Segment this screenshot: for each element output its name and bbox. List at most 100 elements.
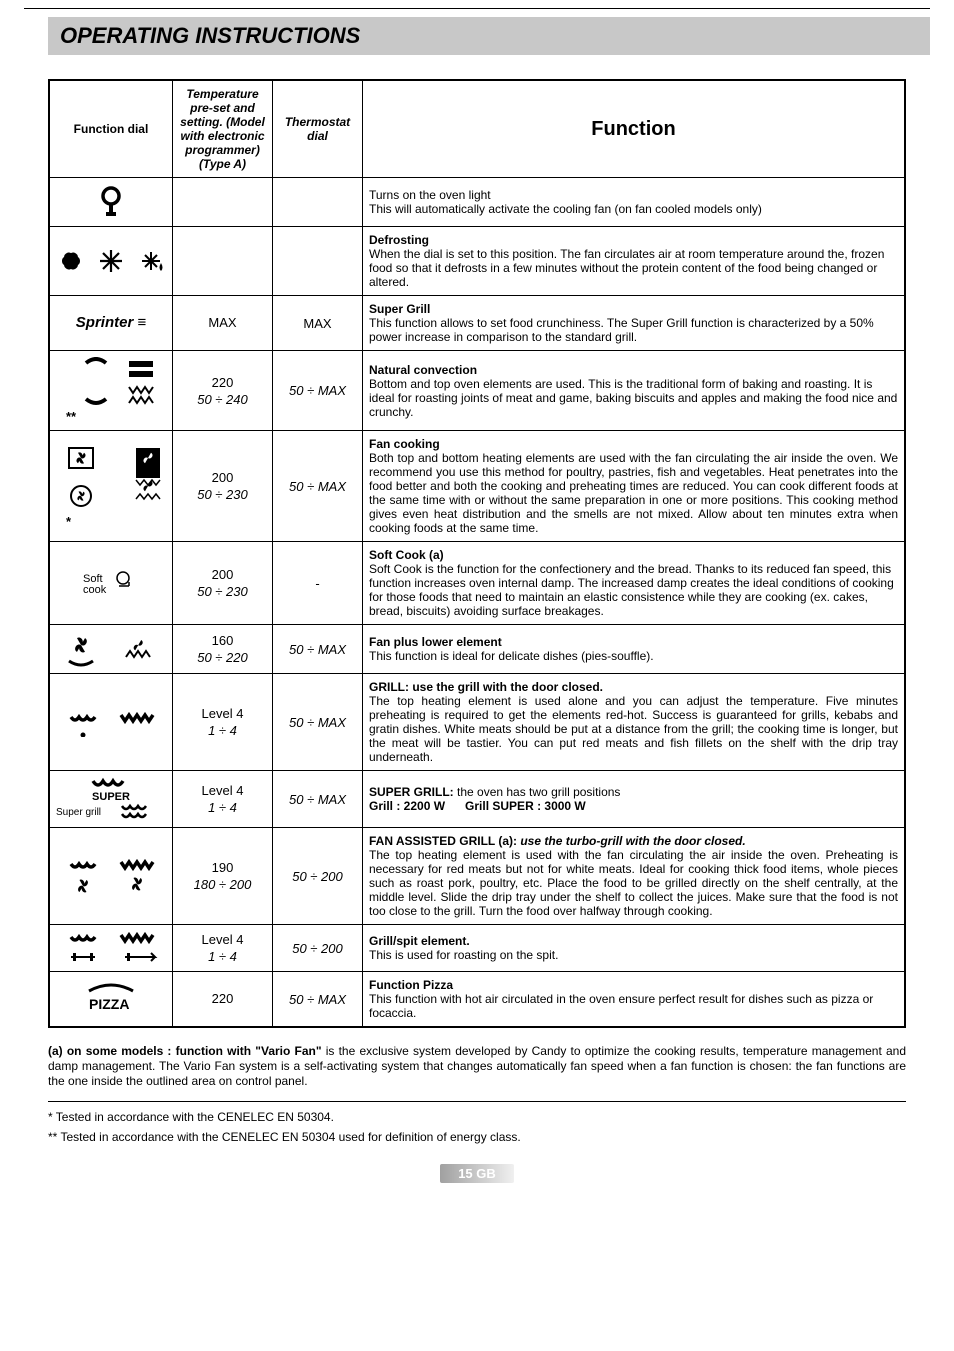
desc-after-b: the oven has two grill positions [454,785,621,799]
table-row: Level 4 1 ÷ 4 50 ÷ MAX GRILL: use the gri… [49,674,905,771]
table-row: Turns on the oven light This will automa… [49,178,905,227]
desc-cell: Grill/spit element. This is used for roa… [363,925,906,972]
icon-super-grill: SUPER Super grill [49,771,173,828]
icon-natural-convection: ** [49,351,173,431]
vario-bold: (a) on some models : function with "Vari… [48,1044,322,1058]
footnote-star2: ** Tested in accordance with the CENELEC… [48,1130,906,1144]
desc-title: Soft Cook (a) [369,548,444,562]
thermo-val: MAX [303,316,331,331]
sprinter-label: Sprinter ≡ [76,314,146,331]
desc-title: SUPER GRILL: [369,785,454,799]
thermo-cell: 50 ÷ MAX [273,625,363,674]
thermo-cell [273,227,363,296]
thermo-val: 50 ÷ MAX [279,992,356,1007]
thermo-cell: 50 ÷ 200 [273,828,363,925]
page-top-rule [24,8,930,9]
grill-watt-1: Grill : 2200 W [369,799,445,813]
icon-defrost [49,227,173,296]
desc-text: The top heating element is used alone an… [369,694,898,764]
thermo-val: - [315,576,319,591]
thermo-cell: MAX [273,296,363,351]
temp-preset: Level 4 [179,783,266,798]
thermo-cell: 50 ÷ MAX [273,674,363,771]
temp-cell: 22050 ÷ 240 [173,351,273,431]
desc-text: The top heating element is used with the… [369,848,898,918]
thermo-cell: - [273,542,363,625]
thermo-val: 50 ÷ 200 [279,941,356,956]
desc-text: Soft Cook is the function for the confec… [369,562,894,618]
icon-grill [49,674,173,771]
temp-cell: Level 41 ÷ 4 [173,925,273,972]
temp-preset: MAX [179,315,266,330]
table-row: 190180 ÷ 200 50 ÷ 200 FAN ASSISTED GRILL… [49,828,905,925]
desc-cell: Defrosting When the dial is set to this … [363,227,906,296]
desc-cell: Soft Cook (a) Soft Cook is the function … [363,542,906,625]
table-row: * 200 50 ÷ 230 50 ÷ MAX Fan cooking Both … [49,431,905,542]
header-function: Function [363,80,906,178]
temp-preset: 160 [179,633,266,648]
thermo-cell [273,178,363,227]
temp-preset: 220 [179,991,266,1006]
temp-cell: Level 4 1 ÷ 4 [173,674,273,771]
thermo-cell: 50 ÷ MAX [273,351,363,431]
desc-title: Grill/spit element. [369,934,470,948]
footnote-star1: * Tested in accordance with the CENELEC … [48,1110,906,1124]
icon-fan-cooking: * [49,431,173,542]
thermo-val: 50 ÷ 200 [279,869,356,884]
icon-soft-cook: Softcook [49,542,173,625]
stars-label: ** [56,409,166,424]
temp-cell: 160 50 ÷ 220 [173,625,273,674]
icon-spit [49,925,173,972]
header-function-label: Function [591,118,675,140]
page-title: OPERATING INSTRUCTIONS [48,17,930,55]
desc-cell: Function Pizza This function with hot ai… [363,972,906,1028]
temp-range: 1 ÷ 4 [179,800,266,815]
thermo-cell: 50 ÷ 200 [273,925,363,972]
desc-cell: Fan cooking Both top and bottom heating … [363,431,906,542]
thermo-val: 50 ÷ MAX [279,383,356,398]
thermo-val: 50 ÷ MAX [279,642,356,657]
desc-title: GRILL: use the grill with the door close… [369,680,603,694]
table-row: SUPER Super grill Level 41 ÷ 4 50 ÷ MAX … [49,771,905,828]
desc-text: This function with hot air circulated in… [369,992,873,1020]
desc-title: Function Pizza [369,978,453,992]
desc-text: This function is ideal for delicate dish… [369,649,654,663]
temp-preset: Level 4 [179,706,266,721]
temp-cell: 20050 ÷ 230 [173,542,273,625]
temp-range: 50 ÷ 220 [179,650,266,665]
functions-table-wrapper: Function dial Temperature pre-set and se… [48,79,906,1028]
desc-title: Natural convection [369,363,477,377]
desc-title: Defrosting [369,233,429,247]
thermo-cell: 50 ÷ MAX [273,771,363,828]
temp-cell [173,227,273,296]
temp-range: 1 ÷ 4 [179,949,266,964]
temp-cell: MAX [173,296,273,351]
desc-cell: GRILL: use the grill with the door close… [363,674,906,771]
grill-watt-2: Grill SUPER : 3000 W [465,799,586,813]
stars-label: * [56,514,166,529]
icon-sprinter: Sprinter ≡ [49,296,173,351]
thermo-cell: 50 ÷ MAX [273,431,363,542]
temp-cell [173,178,273,227]
temp-range: 1 ÷ 4 [179,723,266,738]
icon-pizza: PIZZA [49,972,173,1028]
temp-cell: Level 4 1 ÷ 4 [173,771,273,828]
desc-cell: SUPER GRILL: the oven has two grill posi… [363,771,906,828]
table-row: Sprinter ≡ MAX MAX Super Grill This func… [49,296,905,351]
temp-preset: 190 [179,860,266,875]
super-label: SUPER [56,791,166,803]
temp-preset: 200 [179,470,266,485]
desc-text: Bottom and top oven elements are used. T… [369,377,897,419]
icon-fan-assisted-grill [49,828,173,925]
desc-text: Both top and bottom heating elements are… [369,451,898,535]
table-row: PIZZA 220 50 ÷ MAX Function Pizza This f… [49,972,905,1028]
temp-preset: 200 [179,567,266,582]
temp-range: 50 ÷ 230 [179,487,266,502]
vario-note: (a) on some models : function with "Vari… [48,1044,906,1089]
desc-text: Turns on the oven light This will automa… [369,188,762,216]
desc-text: When the dial is set to this position. T… [369,247,884,289]
header-temp-text: Temperature pre-set and setting. (Model … [180,87,265,157]
temp-cell: 220 [173,972,273,1028]
desc-title: Fan plus lower element [369,635,502,649]
page-number: 15 GB [440,1164,514,1183]
